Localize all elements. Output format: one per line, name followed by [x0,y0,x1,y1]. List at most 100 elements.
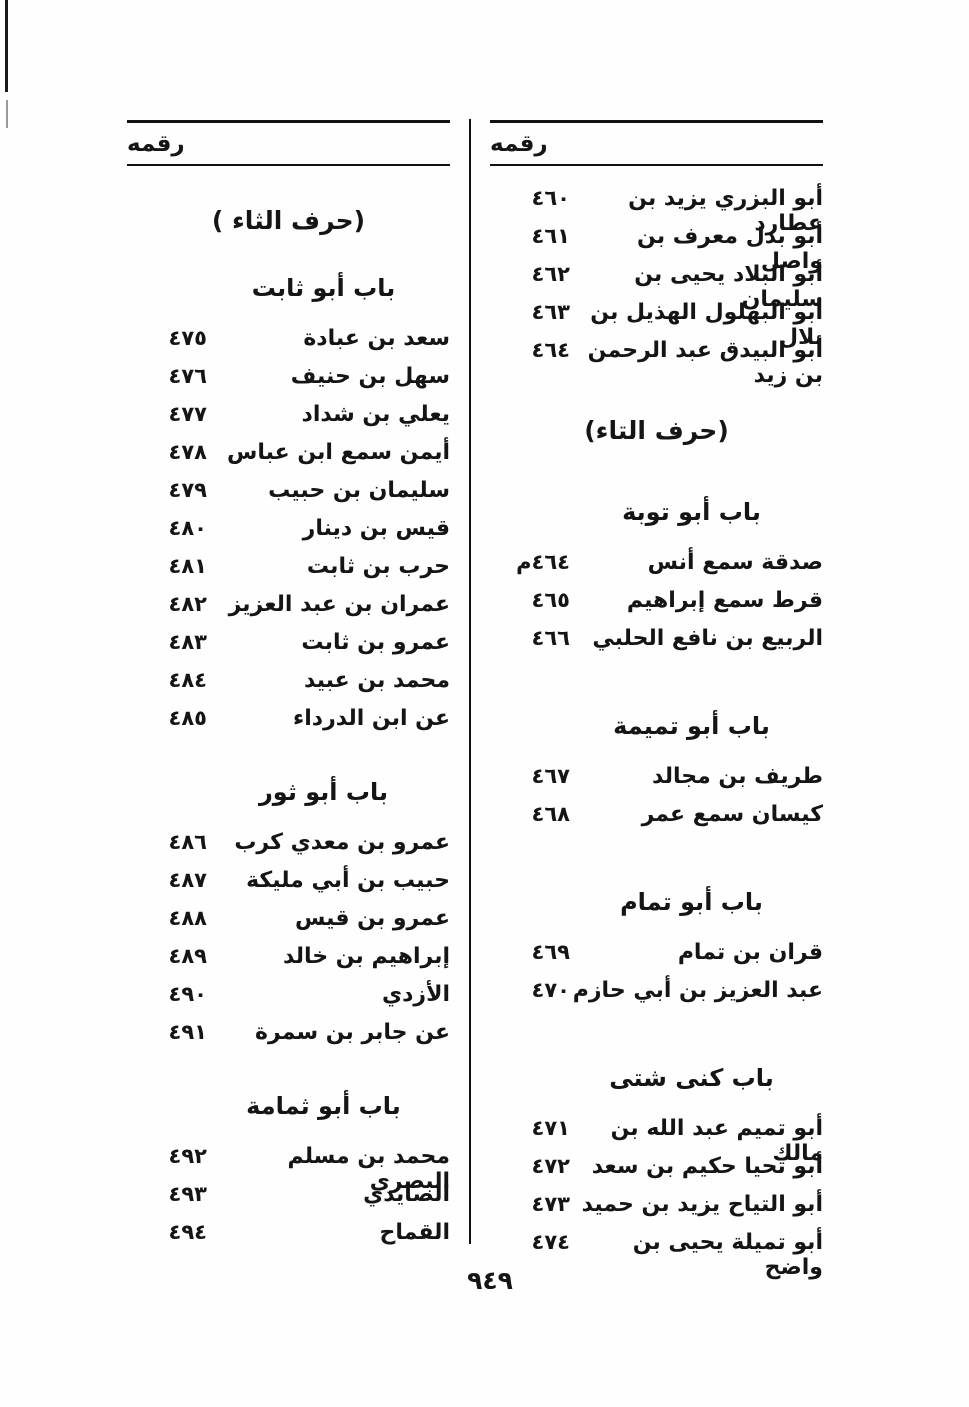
entry-number: ٤٨٢ [168,592,207,616]
scan-artifact-line [6,100,8,128]
page-number: ٩٤٩ [467,1266,513,1295]
index-row: ٤٨٤ محمد بن عبيد [127,668,450,706]
section-heading: باب أبو ثمامة [246,1092,401,1120]
entries-group: ٤٩٢ محمد بن مسلم البصري ٤٩٣ الصايدي ٤٩٤ القما… [127,1144,450,1258]
entry-name: أبو البهلول الهذيل بن بلال [590,300,823,350]
entry-name: حبيب بن أبي مليكة [246,868,450,893]
entry-number: ٤٨٦ [168,830,207,854]
entry-name: أبو البزري يزيد بن عطارد [628,186,823,236]
index-row: ٤٦٣ أبو البهلول الهذيل بن بلال [490,300,823,350]
index-row: ٤٨٣ عمرو بن ثابت [127,630,450,668]
index-row: ٤٩٣ الصايدي [127,1182,450,1220]
index-row: ٤٨٢ عمران بن عبد العزيز [127,592,450,630]
entry-name: أبو البلاد يحيى بن سليمان [634,262,823,312]
entry-name: سعد بن عبادة [303,326,450,351]
entry-number: ٤٨١ [168,554,207,578]
entries-group: ٤٦٠ أبو البزري يزيد بن عطارد ٤٦١ أبو بدل مع… [490,186,823,388]
right-column: رقمه ٤٦٠ أبو البزري يزيد بن عطارد ٤٦١ أبو ب… [490,120,823,1280]
entry-number: ٤٦٨ [531,802,570,826]
entry-name: عن ابن الدرداء [293,706,450,731]
entries-group: ٤٧١ أبو تميم عبد الله بن مالك ٤٧٢ أبو تحيا … [490,1116,823,1280]
entry-name: أبو تميم عبد الله بن مالك [610,1116,823,1166]
entry-name: أبو التياح يزيد بن حميد [581,1192,823,1217]
entry-name: قرط سمع إبراهيم [626,588,823,613]
entry-name: سليمان بن حبيب [268,478,450,503]
entry-name: عبد العزيز بن أبي حازم [572,978,823,1003]
entries-group: ٤٧٥ سعد بن عبادة ٤٧٦ سهل بن حنيف ٤٧٧ يعلي بن … [127,326,450,744]
index-row: ٤٦٢ أبو البلاد يحيى بن سليمان [490,262,823,312]
entry-number: ٤٨٧ [168,868,207,892]
index-row: ٤٧٠ عبد العزيز بن أبي حازم [490,978,823,1016]
left-column: رقمه (حرف الثاء ) باب أبو ثابت ٤٧٥ سعد بن ع… [127,120,450,1258]
index-row: ٤٨١ حرب بن ثابت [127,554,450,592]
index-row: ٤٧٨ أيمن سمع ابن عباس [127,440,450,478]
section-heading: باب كنى شتى [609,1064,774,1092]
entry-number: ٤٦٩ [531,940,570,964]
entry-name: عمرو بن ثابت [301,630,450,655]
entry-number: ٤٩٢ [168,1144,207,1168]
entry-name: أبو بدل معرف بن واصل [637,224,823,274]
entry-name: إبراهيم بن خالد [283,944,450,969]
index-row: ٤٦٦ الربيع بن نافع الحلبي [490,626,823,664]
index-row: ٤٧٦ سهل بن حنيف [127,364,450,402]
entry-number: ٤٦٤م [516,550,570,574]
entry-number: ٤٨٩ [168,944,207,968]
entry-name: الأزدي [381,982,450,1007]
index-row: ٤٩٤ القماح [127,1220,450,1258]
entry-name: الربيع بن نافع الحلبي [592,626,823,651]
entry-number: ٤٦٦ [531,626,570,650]
entry-name: قيس بن دينار [302,516,450,541]
entry-name: محمد بن مسلم البصري [287,1144,450,1194]
entry-name: الصايدي [363,1182,450,1207]
section-heading: باب أبو تميمة [613,712,770,740]
entry-name: كيسان سمع عمر [641,802,823,827]
entry-name: أيمن سمع ابن عباس [227,440,450,465]
entry-name: عمرو بن قيس [295,906,450,931]
index-row: ٤٩٢ محمد بن مسلم البصري [127,1144,450,1194]
index-row: ٤٨٧ حبيب بن أبي مليكة [127,868,450,906]
entry-number: ٤٨٨ [168,906,207,930]
left-column-blocks: (حرف الثاء ) باب أبو ثابت ٤٧٥ سعد بن عبادة ٤… [127,206,450,1258]
entry-name: قران بن تمام [677,940,823,965]
entries-group: ٤٨٦ عمرو بن معدي كرب ٤٨٧ حبيب بن أبي مليكة ٤… [127,830,450,1058]
entry-number: ٤٨٤ [168,668,207,692]
entry-name: سهل بن حنيف [290,364,450,389]
section-heading: باب أبو ثابت [251,274,396,302]
entry-number: ٤٧٨ [168,440,207,464]
column-header-label: رقمه [127,130,185,157]
entry-number: ٤٩٠ [168,982,207,1006]
column-divider [469,119,471,1244]
entry-number: ٤٧٢ [531,1154,570,1178]
scan-artifact-line [5,0,8,92]
entry-number: ٤٧٧ [168,402,207,426]
index-row: ٤٧٣ أبو التياح يزيد بن حميد [490,1192,823,1230]
entry-number: ٤٦٠ [531,186,570,210]
entry-number: ٤٩١ [168,1020,207,1044]
entry-number: ٤٩٤ [168,1220,207,1244]
entry-number: ٤٩٣ [168,1182,207,1206]
index-row: ٤٩٠ الأزدي [127,982,450,1020]
index-row: ٤٦٠ أبو البزري يزيد بن عطارد [490,186,823,236]
column-header: رقمه [490,120,823,166]
index-row: ٤٦٨ كيسان سمع عمر [490,802,823,840]
entry-number: ٤٨٥ [168,706,207,730]
entry-name: القماح [379,1220,450,1245]
entry-number: ٤٧١ [531,1116,570,1140]
entry-name: حرب بن ثابت [306,554,450,579]
section-heading: باب أبو توبة [622,498,761,526]
entry-number: ٤٦٥ [531,588,570,612]
index-row: ٤٧٩ سليمان بن حبيب [127,478,450,516]
index-row: ٤٧٥ سعد بن عبادة [127,326,450,364]
index-row: ٤٩١ عن جابر بن سمرة [127,1020,450,1058]
index-row: ٤٨٦ عمرو بن معدي كرب [127,830,450,868]
index-row: ٤٧٧ يعلي بن شداد [127,402,450,440]
index-row: ٤٨٥ عن ابن الدرداء [127,706,450,744]
entry-number: ٤٦٤ [531,338,570,362]
entry-number: ٤٦٣ [531,300,570,324]
column-header: رقمه [127,120,450,166]
entry-name: صدقة سمع أنس [647,550,823,575]
entry-number: ٤٦٢ [531,262,570,286]
section-heading: باب أبو تمام [620,888,763,916]
entry-name: يعلي بن شداد [301,402,450,427]
